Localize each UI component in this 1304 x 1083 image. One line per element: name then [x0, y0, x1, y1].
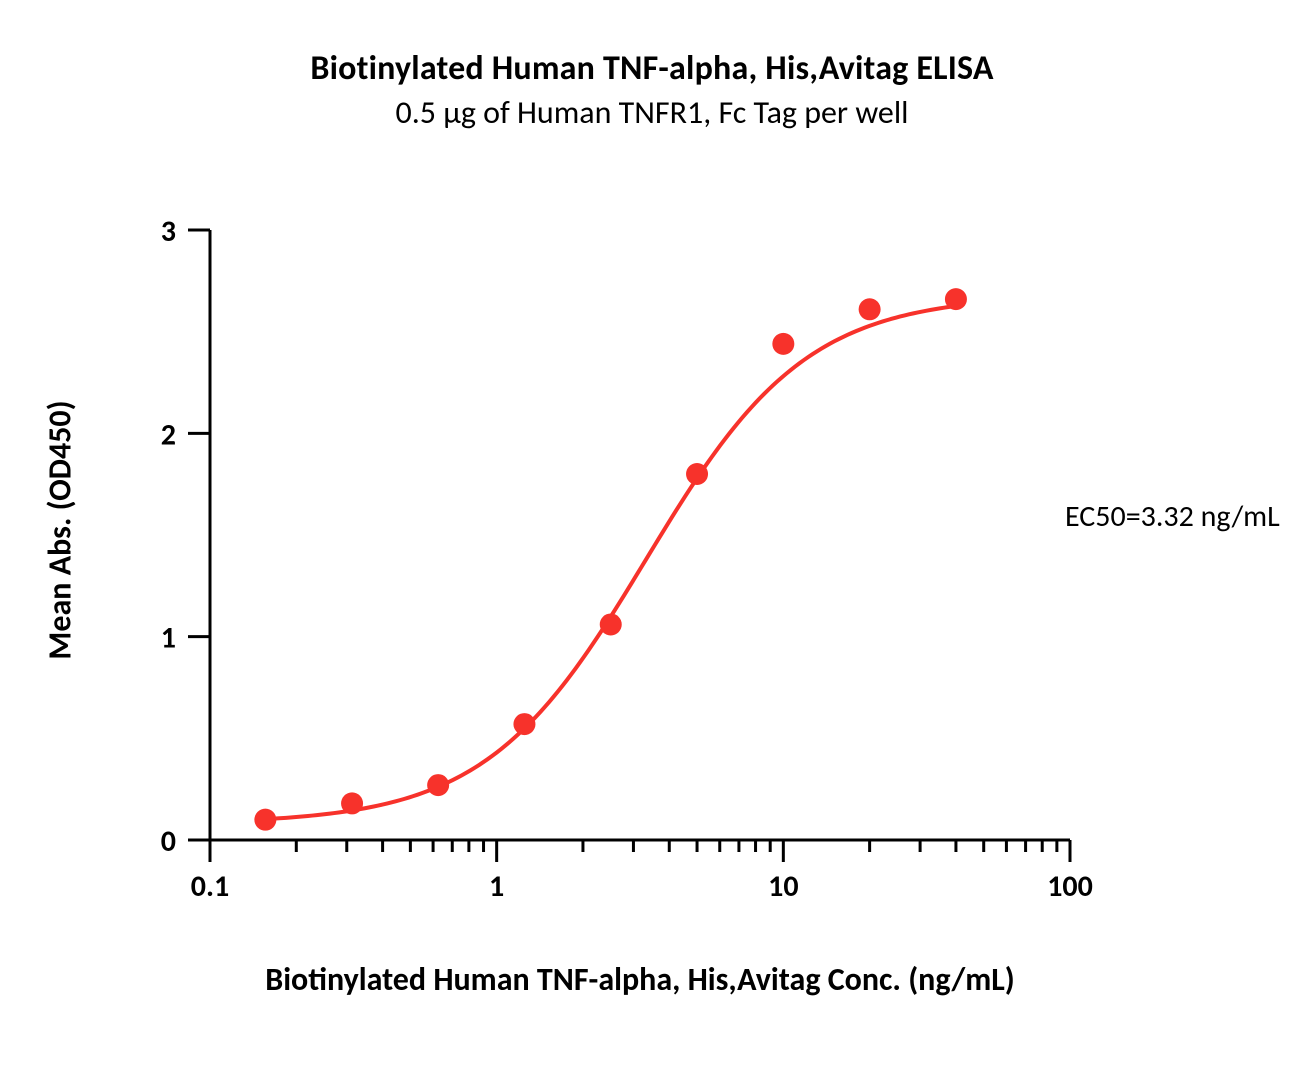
svg-text:0: 0: [161, 823, 176, 860]
x-axis-title: Biotinylated Human TNF-alpha, His,Avitag…: [265, 960, 1014, 999]
data-point: [341, 792, 363, 814]
data-point: [513, 713, 535, 735]
data-point: [945, 288, 967, 310]
data-point: [859, 298, 881, 320]
y-axis-title: Mean Abs. (OD450): [41, 400, 80, 659]
svg-text:3: 3: [161, 213, 176, 250]
data-point: [600, 613, 622, 635]
data-point: [254, 809, 276, 831]
plot-area: 01230.1110100: [210, 230, 1070, 840]
elisa-chart: Biotinylated Human TNF-alpha, His,Avitag…: [0, 0, 1304, 1083]
svg-text:10: 10: [768, 868, 798, 905]
data-point: [686, 463, 708, 485]
chart-title-sub: 0.5 μg of Human TNFR1, Fc Tag per well: [0, 93, 1304, 132]
svg-text:2: 2: [161, 416, 176, 453]
svg-text:0.1: 0.1: [191, 868, 229, 905]
svg-text:1: 1: [161, 620, 176, 657]
chart-title-main: Biotinylated Human TNF-alpha, His,Avitag…: [0, 48, 1304, 89]
data-point: [427, 774, 449, 796]
chart-title-block: Biotinylated Human TNF-alpha, His,Avitag…: [0, 48, 1304, 132]
data-point: [772, 333, 794, 355]
ec50-annotation: EC50=3.32 ng/mL: [1065, 498, 1280, 535]
svg-text:1: 1: [489, 868, 504, 905]
svg-text:100: 100: [1047, 868, 1093, 905]
